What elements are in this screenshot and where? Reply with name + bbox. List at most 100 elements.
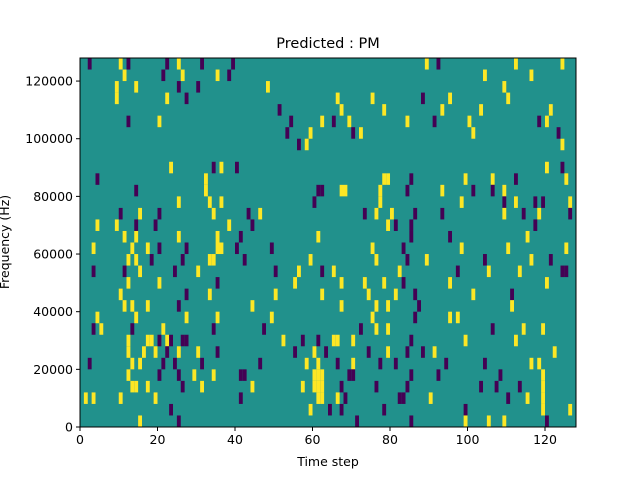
x-tick-label: 120: [533, 432, 557, 447]
heatmap-cell-high: [95, 311, 100, 324]
heatmap-cell-high: [130, 357, 135, 370]
heatmap-cell-high: [521, 323, 526, 335]
heatmap-cell-low: [440, 207, 445, 220]
heatmap-cell-high: [138, 265, 143, 278]
heatmap-cell-high: [176, 230, 181, 243]
heatmap-cell-low: [157, 334, 162, 347]
heatmap-cell-low: [238, 369, 243, 381]
heatmap-cell-high: [351, 334, 356, 347]
heatmap-cell-high: [273, 288, 278, 301]
heatmap-cell-high: [126, 369, 131, 381]
heatmap-cell-low: [393, 357, 398, 370]
heatmap-cell-low: [533, 219, 538, 231]
heatmap-cell-high: [448, 92, 453, 105]
heatmap-cell-high: [370, 92, 375, 105]
heatmap-cell-low: [235, 161, 239, 174]
heatmap-cell-high: [537, 207, 542, 220]
heatmap-cell-low: [95, 173, 100, 185]
heatmap-cell-high: [320, 380, 325, 393]
heatmap-cell-high: [138, 357, 143, 370]
heatmap-cell-high: [432, 346, 437, 358]
heatmap-cell-low: [510, 288, 515, 301]
heatmap-cell-low: [235, 242, 239, 255]
heatmap-cell-high: [266, 81, 270, 93]
heatmap-cell-low: [413, 288, 418, 301]
heatmap-cell-high: [331, 334, 336, 347]
heatmap-cell-low: [169, 403, 174, 416]
heatmap-cell-high: [541, 392, 546, 404]
heatmap-cell-low: [118, 207, 123, 220]
heatmap-cell-high: [219, 196, 224, 208]
y-tick-label: 0: [65, 420, 73, 435]
heatmap-cell-high: [169, 161, 174, 174]
heatmap-cell-high: [424, 254, 429, 266]
heatmap-cell-low: [471, 184, 476, 197]
heatmap-cell-low: [134, 184, 139, 197]
heatmap-cell-low: [258, 357, 263, 370]
heatmap-cell-low: [366, 346, 371, 358]
heatmap-cell-high: [114, 219, 119, 231]
heatmap-cell-high: [176, 58, 181, 70]
heatmap-cell-high: [517, 265, 522, 278]
heatmap-cell-high: [537, 357, 542, 370]
heatmap-cell-low: [359, 323, 363, 335]
heatmap-cells: [83, 58, 573, 427]
heatmap-cell-high: [204, 173, 208, 185]
heatmap-cell-high: [130, 242, 135, 255]
heatmap-cell-low: [277, 104, 282, 116]
heatmap-cell-low: [401, 242, 406, 255]
heatmap-cell-high: [463, 334, 468, 347]
heatmap-cell-low: [126, 58, 131, 70]
heatmap-cell-low: [227, 69, 232, 82]
heatmap-cell-high: [541, 380, 546, 393]
heatmap-cell-low: [483, 357, 487, 370]
heatmap-cell-low: [196, 81, 201, 93]
heatmap-cell-low: [335, 357, 340, 370]
y-axis-label: Frequency (Hz): [0, 195, 12, 289]
chart-title: Predicted : PM: [276, 36, 379, 52]
heatmap-cell-high: [122, 300, 127, 312]
heatmap-cell-high: [157, 277, 162, 289]
heatmap-cell-low: [409, 219, 414, 231]
heatmap-cell-high: [386, 300, 391, 312]
heatmap-cell-high: [525, 230, 530, 243]
heatmap-cell-high: [304, 357, 309, 370]
heatmap-cell-low: [316, 334, 321, 347]
heatmap-cell-low: [312, 196, 317, 208]
heatmap-cell-high: [304, 138, 309, 151]
heatmap-cell-low: [362, 207, 367, 220]
heatmap-cell-low: [215, 346, 220, 358]
heatmap-cell-high: [545, 277, 549, 289]
heatmap-cell-high: [196, 265, 201, 278]
heatmap-cell-high: [382, 173, 387, 185]
heatmap-cell-low: [87, 58, 92, 70]
heatmap-cell-low: [91, 265, 96, 278]
x-tick-label: 80: [382, 432, 398, 447]
heatmap-cell-low: [130, 323, 135, 335]
y-axis-ticks: 0 20000 40000 60000 80000 100000 120000: [25, 74, 80, 435]
heatmap-cell-low: [444, 357, 449, 370]
heatmap-cell-low: [300, 334, 305, 347]
heatmap-cell-high: [525, 392, 530, 404]
heatmap-cell-high: [393, 288, 398, 301]
heatmap-cell-high: [459, 242, 464, 255]
heatmap-cell-high: [386, 346, 391, 358]
heatmap-cell-high: [362, 277, 367, 289]
heatmap-cell-high: [382, 277, 387, 289]
heatmap-cell-high: [176, 196, 181, 208]
plot-area: [79, 57, 577, 428]
heatmap-cell-low: [409, 415, 414, 427]
heatmap-cell-high: [153, 346, 158, 358]
heatmap-cell-low: [409, 369, 414, 381]
heatmap-cell-low: [215, 277, 220, 289]
heatmap-cell-high: [386, 173, 391, 185]
heatmap-cell-low: [405, 346, 410, 358]
heatmap-cell-high: [510, 300, 515, 312]
heatmap-cell-high: [483, 69, 487, 82]
heatmap-cell-high: [335, 392, 340, 404]
heatmap-cell-high: [405, 115, 410, 128]
heatmap-cell-high: [320, 369, 325, 381]
heatmap-cell-high: [269, 311, 274, 324]
heatmap-cell-high: [320, 288, 325, 301]
heatmap-cell-high: [316, 369, 321, 381]
